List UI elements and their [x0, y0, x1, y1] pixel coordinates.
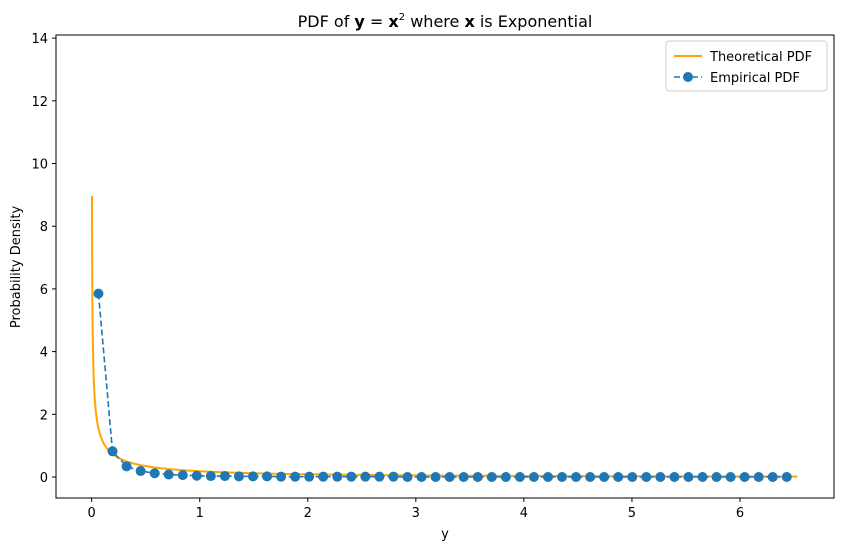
- empirical-point: [585, 472, 596, 482]
- title-var-x: x: [388, 12, 399, 31]
- empirical-layer: [93, 288, 792, 482]
- y-tick-label: 14: [31, 32, 48, 47]
- empirical-point: [191, 470, 202, 481]
- empirical-point: [304, 471, 315, 482]
- x-axis-ticks: 0 1 2 3 4 5 6: [88, 498, 744, 521]
- y-axis-label: Probability Density: [9, 206, 24, 329]
- empirical-point: [107, 446, 118, 457]
- x-tick-label: 6: [736, 506, 744, 521]
- empirical-point: [557, 472, 568, 482]
- empirical-point: [374, 471, 385, 482]
- x-tick-label: 3: [412, 506, 420, 521]
- empirical-point: [725, 472, 736, 482]
- empirical-point: [528, 472, 539, 482]
- empirical-point: [627, 472, 638, 482]
- x-axis-label: y: [441, 527, 449, 542]
- chart-title: PDF of y = x2 where x is Exponential: [298, 12, 593, 31]
- empirical-point: [767, 472, 778, 482]
- title-sup: 2: [399, 12, 405, 23]
- empirical-point: [219, 471, 230, 482]
- empirical-point: [332, 471, 343, 482]
- empirical-point: [416, 472, 427, 482]
- y-tick-label: 12: [31, 95, 48, 110]
- y-tick-label: 8: [40, 220, 48, 235]
- y-tick-label: 6: [40, 283, 48, 298]
- empirical-point: [753, 472, 764, 482]
- empirical-point: [655, 472, 666, 482]
- empirical-point: [290, 471, 301, 482]
- empirical-point: [542, 472, 553, 482]
- legend-empirical-label: Empirical PDF: [710, 71, 800, 86]
- y-tick-label: 0: [40, 471, 48, 486]
- empirical-point: [571, 472, 582, 482]
- y-tick-label: 4: [40, 346, 48, 361]
- empirical-point: [177, 470, 188, 481]
- empirical-point: [430, 472, 441, 482]
- empirical-point: [346, 471, 357, 482]
- x-tick-label: 1: [196, 506, 204, 521]
- empirical-point: [739, 472, 750, 482]
- axes-frame: [55, 34, 835, 499]
- empirical-point: [163, 469, 174, 480]
- empirical-point: [711, 472, 722, 482]
- empirical-point: [402, 472, 413, 482]
- title-var-y: y: [354, 12, 365, 31]
- empirical-point: [472, 472, 483, 482]
- empirical-point: [247, 471, 258, 482]
- title-prefix: PDF of: [298, 12, 355, 31]
- empirical-point: [121, 461, 132, 472]
- empirical-point: [599, 472, 610, 482]
- x-tick-label: 4: [520, 506, 528, 521]
- legend-empirical-marker: [683, 72, 693, 82]
- empirical-point: [135, 466, 146, 477]
- empirical-point: [500, 472, 511, 482]
- empirical-point: [149, 468, 160, 479]
- plot-area: [90, 196, 798, 482]
- empirical-point: [613, 472, 624, 482]
- empirical-point: [318, 471, 329, 482]
- empirical-point: [93, 288, 104, 299]
- title-var-x2: x: [464, 12, 475, 31]
- legend: Theoretical PDF Empirical PDF: [665, 40, 828, 92]
- empirical-point: [641, 472, 652, 482]
- x-tick-label: 5: [628, 506, 636, 521]
- empirical-point: [388, 471, 399, 482]
- x-tick-label: 2: [304, 506, 312, 521]
- empirical-point: [697, 472, 708, 482]
- empirical-point: [233, 471, 244, 482]
- legend-box: [665, 40, 828, 92]
- empirical-point: [205, 471, 216, 482]
- empirical-point: [486, 472, 497, 482]
- title-suffix: is Exponential: [475, 12, 593, 31]
- empirical-point: [669, 472, 680, 482]
- y-tick-label: 10: [31, 158, 48, 173]
- empirical-point: [514, 472, 525, 482]
- empirical-point: [683, 472, 694, 482]
- empirical-point: [276, 471, 287, 482]
- empirical-point: [262, 471, 273, 482]
- legend-theoretical-label: Theoretical PDF: [709, 50, 812, 65]
- empirical-point: [781, 472, 792, 482]
- y-tick-label: 2: [40, 408, 48, 423]
- y-axis-ticks: 0 2 4 6 8 10 12 14: [31, 32, 56, 486]
- empirical-point: [360, 471, 371, 482]
- title-eq: =: [365, 12, 389, 31]
- empirical-point: [444, 472, 455, 482]
- title-mid: where: [405, 12, 464, 31]
- empirical-point: [458, 472, 469, 482]
- x-tick-label: 0: [88, 506, 96, 521]
